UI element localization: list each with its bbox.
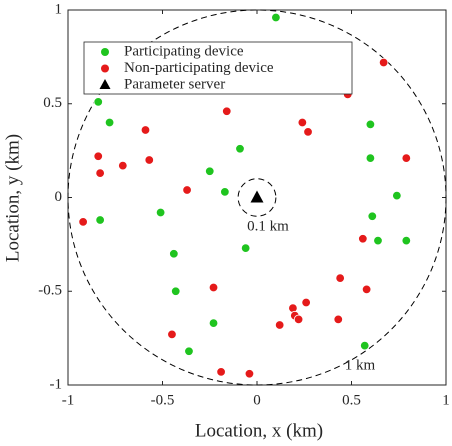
device-point	[373, 235, 383, 246]
device-point	[333, 314, 343, 325]
legend-symbol	[101, 48, 109, 56]
device-point	[401, 235, 412, 246]
device-point	[297, 117, 308, 128]
device-point	[93, 97, 103, 107]
device-point	[104, 117, 115, 128]
device-point	[220, 187, 230, 197]
legend-marker	[101, 48, 109, 56]
device-point	[392, 190, 402, 201]
x-tick-label: 1	[442, 392, 450, 408]
legend-box	[83, 41, 353, 95]
device-point	[378, 57, 389, 68]
device-point	[244, 369, 255, 379]
device-point	[361, 284, 372, 295]
x-axis-label: Location, x (km)	[195, 420, 323, 441]
device-point	[208, 282, 219, 293]
device-point	[293, 314, 304, 325]
device-point	[118, 160, 128, 171]
device-point	[144, 155, 154, 165]
legend-symbol	[99, 79, 111, 89]
x-tick-label: -0.5	[151, 392, 175, 408]
circle-label: 1 km	[345, 357, 376, 373]
legend-marker	[99, 79, 111, 89]
y-tick-label: 1	[55, 1, 63, 17]
range-circle	[237, 178, 277, 217]
device-point	[301, 297, 311, 308]
x-tick-label: 0	[253, 392, 261, 408]
device-point	[365, 119, 376, 130]
device-point	[335, 273, 345, 283]
device-point	[365, 153, 376, 163]
server-marker	[250, 190, 264, 203]
device-point	[358, 234, 368, 244]
device-point	[93, 151, 103, 161]
device-point	[155, 207, 166, 218]
legend-symbol	[101, 64, 109, 73]
y-tick-label: 0.5	[43, 95, 62, 111]
circle-label: 0.1 km	[247, 219, 289, 235]
device-point	[182, 185, 192, 195]
y-tick-label: 0	[55, 189, 63, 205]
legend-marker	[101, 64, 109, 73]
device-point	[140, 125, 151, 135]
legend-label: Participating device	[124, 43, 244, 59]
legend-label: Non-participating device	[124, 60, 274, 76]
legend-label: Parameter server	[124, 76, 225, 92]
device-point	[184, 346, 194, 356]
device-point	[271, 12, 281, 23]
range-circle	[67, 9, 447, 386]
device-point	[274, 320, 285, 330]
device-point	[216, 367, 226, 377]
device-point	[222, 106, 232, 116]
y-axis-label: Location, y (km)	[2, 134, 23, 262]
device-point	[360, 340, 370, 351]
device-point	[205, 166, 215, 176]
x-tick-label: 0.5	[342, 392, 361, 408]
device-point	[303, 127, 313, 137]
device-point	[169, 249, 179, 259]
device-point	[240, 243, 251, 253]
device-point	[78, 217, 88, 227]
device-point	[167, 329, 177, 340]
x-tick-label: -1	[62, 392, 75, 408]
y-tick-label: -0.5	[38, 283, 62, 299]
y-tick-label: -1	[50, 376, 63, 392]
device-point	[95, 168, 105, 178]
device-point	[367, 211, 377, 221]
device-point	[171, 286, 181, 296]
device-point	[235, 144, 245, 154]
device-point	[208, 318, 219, 328]
device-point	[401, 153, 412, 163]
device-point	[95, 215, 105, 225]
